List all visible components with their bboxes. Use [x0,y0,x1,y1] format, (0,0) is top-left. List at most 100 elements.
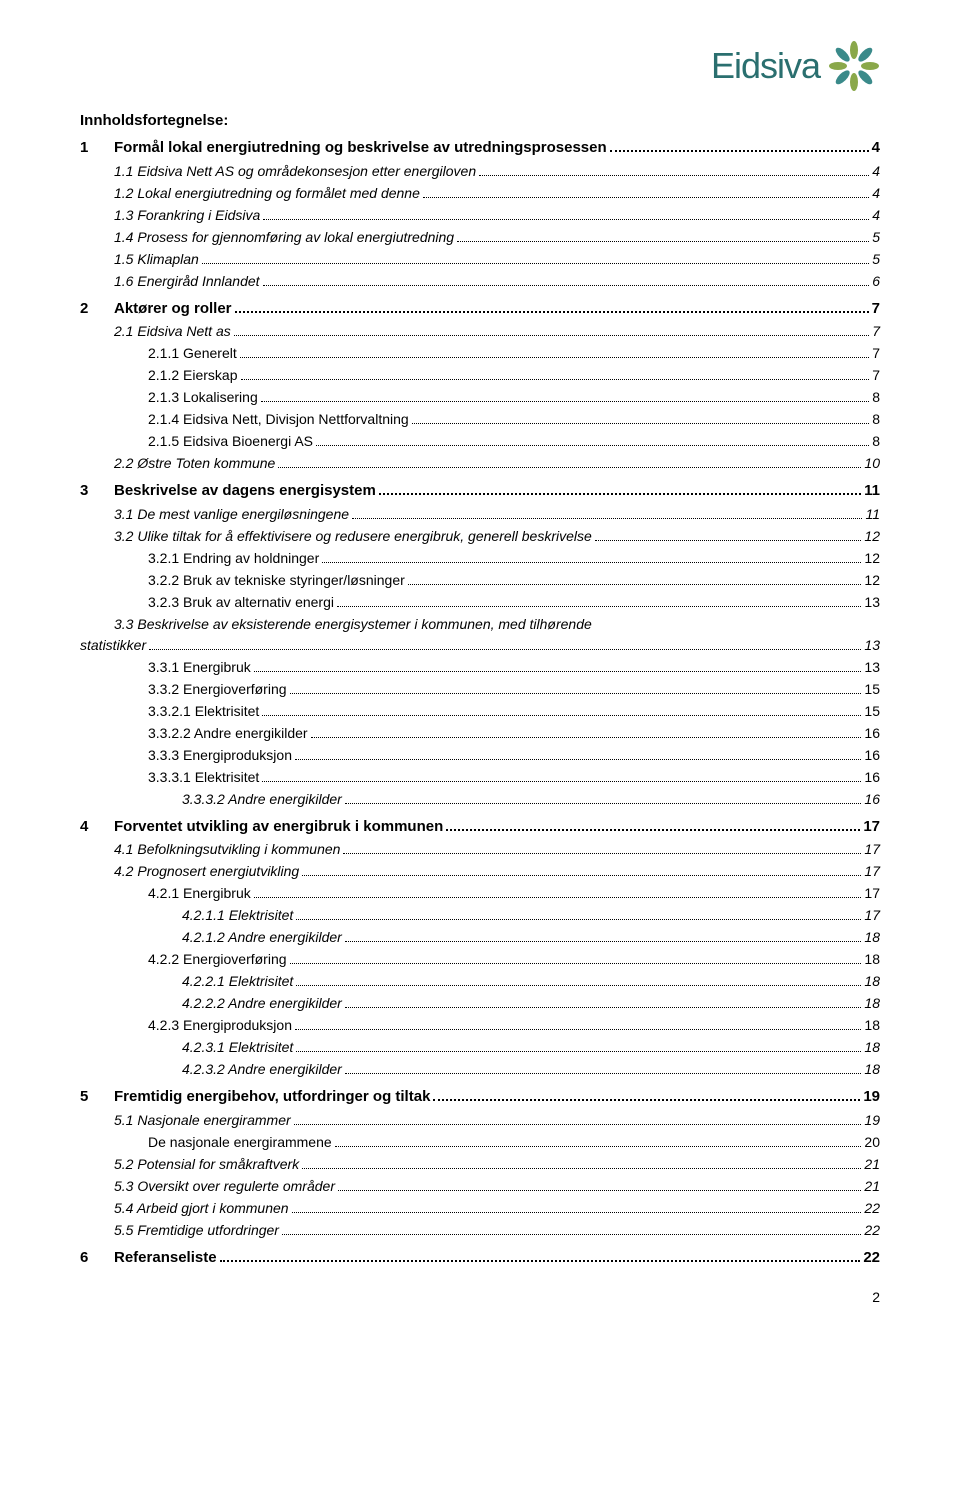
toc-entry: 3.2.2 Bruk av tekniske styringer/løsning… [80,570,880,591]
toc-entry: 4.2.1.2 Andre energikilder 18 [80,927,880,948]
brand-logo: Eidsiva [711,40,880,92]
toc-label: 4.2.1.2 Andre energikilder [182,927,342,948]
leader-dots [446,829,860,831]
toc-label: 3.1 De mest vanlige energiløsningene [114,504,349,525]
toc-entry: 4.2.2.1 Elektrisitet 18 [80,971,880,992]
toc-page: 17 [863,816,880,839]
toc-label: 1.1 Eidsiva Nett AS og områdekonsesjon e… [114,161,476,182]
leader-dots [296,919,861,920]
toc-entry: 1.6 Energiråd Innlandet 6 [80,271,880,292]
toc-page: 4 [872,161,880,182]
leader-dots [338,1190,861,1191]
toc-page: 16 [864,789,880,810]
toc-entry: 4.2.1.1 Elektrisitet 17 [80,905,880,926]
toc-entry: 4.2.3.2 Andre energikilder 18 [80,1059,880,1080]
document-title: Innholdsfortegnelse: [80,112,880,129]
toc-label: 3.2.3 Bruk av alternativ energi [148,592,334,613]
toc-entry: 4.2.2 Energioverføring 18 [80,949,880,970]
toc-page: 4 [872,183,880,204]
toc-page: 18 [864,993,880,1014]
toc-entry: 3.3.2.2 Andre energikilder 16 [80,723,880,744]
toc-page: 22 [864,1220,880,1241]
toc-entry: 2.1.2 Eierskap 7 [80,365,880,386]
leader-dots [296,985,861,986]
toc-page: 7 [872,298,880,321]
toc-page: 10 [864,453,880,474]
toc-entry: 2.1.4 Eidsiva Nett, Divisjon Nettforvalt… [80,409,880,430]
toc-label: 3.3.1 Energibruk [148,657,251,678]
toc-entry: 2Aktører og roller 7 [80,298,880,321]
leader-dots [337,606,861,607]
toc-page: 16 [864,723,880,744]
toc-page: 13 [864,657,880,678]
toc-entry: 5.5 Fremtidige utfordringer 22 [80,1220,880,1241]
toc-page: 13 [864,635,880,656]
leader-dots [322,562,861,563]
leader-dots [302,1168,861,1169]
leader-dots [610,150,869,152]
toc-page: 7 [872,343,880,364]
toc-entry: 1.5 Klimaplan 5 [80,249,880,270]
toc-page: 18 [864,1059,880,1080]
toc-entry: 1.1 Eidsiva Nett AS og områdekonsesjon e… [80,161,880,182]
toc-entry: 4.2.1 Energibruk 17 [80,883,880,904]
toc-label: 2.2 Østre Toten kommune [114,453,275,474]
toc-entry: 3.1 De mest vanlige energiløsningene 11 [80,504,880,525]
page-number: 2 [80,1289,880,1305]
leader-dots [345,803,862,804]
toc-entry: 5.3 Oversikt over regulerte områder 21 [80,1176,880,1197]
leader-dots [149,649,861,650]
toc-label: 4.2.1.1 Elektrisitet [182,905,293,926]
leader-dots [235,311,869,313]
toc-page: 16 [864,745,880,766]
toc-label: 3.3.2 Energioverføring [148,679,287,700]
leader-dots [295,1029,861,1030]
leader-dots [408,584,862,585]
toc-label: 5.5 Fremtidige utfordringer [114,1220,279,1241]
toc-label: 3.2.2 Bruk av tekniske styringer/løsning… [148,570,405,591]
toc-label: 5.2 Potensial for småkraftverk [114,1154,299,1175]
toc-label: 2.1.4 Eidsiva Nett, Divisjon Nettforvalt… [148,409,409,430]
toc-page: 18 [864,1015,880,1036]
toc-entry: 1.4 Prosess for gjennomføring av lokal e… [80,227,880,248]
toc-page: 5 [872,249,880,270]
toc-label: 5.1 Nasjonale energirammer [114,1110,291,1131]
toc-label: 5.3 Oversikt over regulerte områder [114,1176,335,1197]
toc-page: 22 [864,1198,880,1219]
toc-label: 4.2.3.1 Elektrisitet [182,1037,293,1058]
toc-page: 19 [863,1086,880,1109]
leader-dots [278,467,861,468]
toc-label: 4Forventet utvikling av energibruk i kom… [80,816,443,839]
leader-dots [262,715,861,716]
toc-label: 3.3.3.2 Andre energikilder [182,789,342,810]
toc-page: 15 [864,679,880,700]
toc-entry: 1.3 Forankring i Eidsiva 4 [80,205,880,226]
toc-page: 12 [864,570,880,591]
leader-dots [343,853,861,854]
toc-label: 5.4 Arbeid gjort i kommunen [114,1198,289,1219]
toc-entry: 3.3.1 Energibruk 13 [80,657,880,678]
logo-area: Eidsiva [80,40,880,92]
toc-entry: 3.3 Beskrivelse av eksisterende energisy… [80,614,880,656]
toc-label: 1.6 Energiråd Innlandet [114,271,260,292]
leader-dots [263,285,870,286]
leader-dots [479,175,869,176]
leader-dots [241,379,870,380]
leader-dots [345,941,862,942]
toc-page: 8 [872,409,880,430]
toc-page: 12 [864,526,880,547]
toc-page: 18 [864,1037,880,1058]
leader-dots [296,1051,861,1052]
toc-entry: 3.3.2 Energioverføring 15 [80,679,880,700]
toc-label: 4.2 Prognosert energiutvikling [114,861,299,882]
toc-entry: 6Referanseliste 22 [80,1247,880,1270]
toc-entry: 3Beskrivelse av dagens energisystem 11 [80,480,880,503]
leader-dots [423,197,869,198]
toc-entry: 3.2.3 Bruk av alternativ energi 13 [80,592,880,613]
toc-label: 6Referanseliste [80,1247,217,1270]
toc-entry: 4.1 Befolkningsutvikling i kommunen 17 [80,839,880,860]
toc-page: 4 [872,137,880,160]
toc-page: 22 [863,1247,880,1270]
leader-dots [294,1124,862,1125]
toc-page: 21 [864,1154,880,1175]
